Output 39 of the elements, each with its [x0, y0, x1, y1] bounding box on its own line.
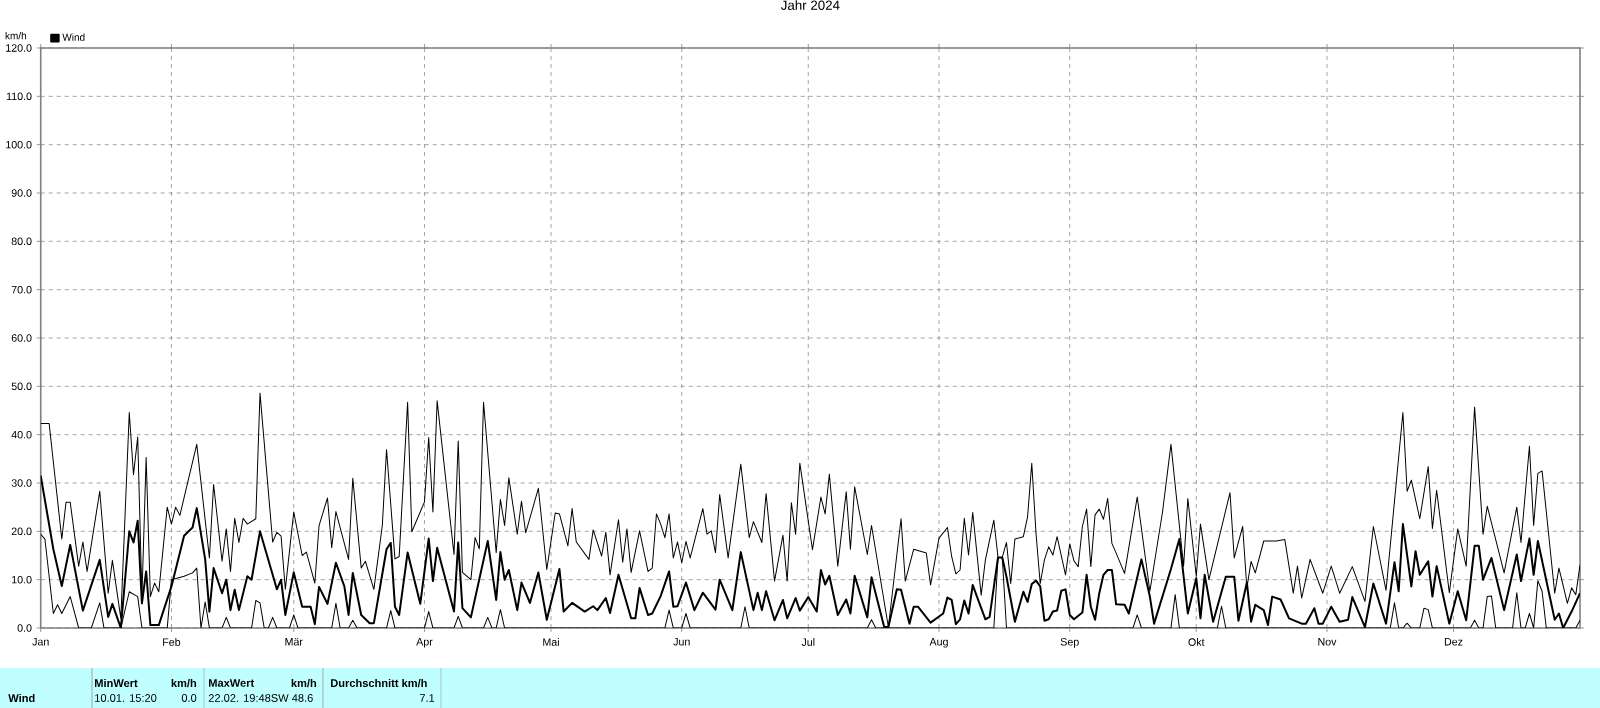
x-tick-label: Nov — [1318, 638, 1337, 646]
y-tick-label: 100.0 — [6, 140, 32, 149]
x-tick-label: Mär — [285, 638, 303, 646]
y-tick-label: 90.0 — [11, 189, 32, 197]
text: 22.02. 19:48SW 48.6 — [208, 694, 313, 702]
chart-title: Jahr 2024 — [780, 0, 840, 10]
y-tick-label: 110.0 — [6, 92, 32, 101]
x-tick-label: Jun — [673, 638, 690, 646]
x-tick-label: Feb — [163, 638, 181, 646]
y-tick-label: 30.0 — [11, 479, 32, 487]
x-tick-label: Mai — [543, 638, 559, 646]
x-tick-label: Jan — [32, 638, 49, 646]
text: Wind — [8, 693, 35, 703]
y-tick-label: 40.0 — [11, 430, 32, 439]
text: 0.0 — [181, 694, 197, 702]
y-tick-label: 80.0 — [11, 237, 32, 246]
y-tick-label: 20.0 — [11, 527, 32, 536]
y-axis-title: km/h — [5, 31, 27, 40]
line-series — [40, 392, 1581, 628]
x-tick-label: Okt — [1188, 638, 1205, 646]
x-tick-label: Dez — [1444, 638, 1463, 646]
text: MaxWert — [209, 679, 255, 687]
y-tick-label: 60.0 — [11, 334, 32, 342]
text: 10.01. 15:20 — [95, 694, 157, 702]
y-tick-label: 0.0 — [17, 624, 32, 632]
x-tick-label: Aug — [929, 638, 948, 648]
text: MinWert — [95, 678, 138, 688]
x-tick-label: Apr — [416, 638, 433, 648]
y-tick-label: 50.0 — [11, 382, 32, 391]
y-tick-label: 120.0 — [6, 44, 32, 52]
text: Durchschnitt km/h — [331, 678, 427, 688]
y-tick-label: 70.0 — [11, 285, 32, 294]
x-tick-label: Jul — [801, 638, 815, 646]
y-tick-label: 10.0 — [12, 575, 32, 584]
x-tick-label: Sep — [1060, 638, 1079, 648]
legend-label: Wind — [62, 33, 85, 41]
text: 7.1 — [419, 694, 435, 702]
text: km/h — [291, 678, 317, 688]
text: km/h — [171, 678, 197, 688]
